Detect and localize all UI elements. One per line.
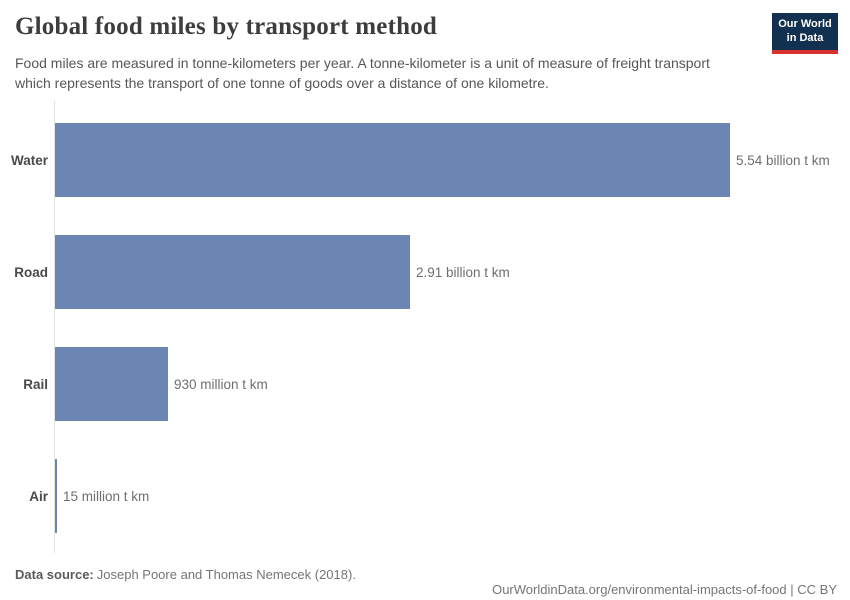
chart-footer: Data source: Joseph Poore and Thomas Neme… [15, 567, 837, 600]
owid-logo-text-line1: Our World [778, 18, 832, 30]
category-label-rail: Rail [23, 376, 48, 392]
bar-row-road: Road 2.91 billion t km [0, 235, 850, 309]
owid-logo-text-line2: in Data [786, 31, 824, 44]
category-label-road: Road [14, 264, 48, 280]
value-label-water: 5.54 billion t km [736, 152, 830, 168]
owid-url-link[interactable]: OurWorldinData.org/environmental-impacts… [492, 582, 787, 597]
bar-water[interactable] [55, 123, 730, 197]
chart-title: Global food miles by transport method [15, 13, 437, 40]
data-source-text: Joseph Poore and Thomas Nemecek (2018). [96, 567, 356, 582]
footer-separator: | [786, 582, 798, 597]
value-label-road: 2.91 billion t km [416, 264, 510, 280]
footer-attribution: OurWorldinData.org/environmental-impacts… [470, 567, 837, 600]
bar-air[interactable] [55, 459, 57, 533]
bar-road[interactable] [55, 235, 410, 309]
bar-row-air: Air 15 million t km [0, 459, 850, 533]
owid-logo[interactable]: Our World in Data [772, 13, 838, 54]
bar-rail[interactable] [55, 347, 168, 421]
bar-row-water: Water 5.54 billion t km [0, 123, 850, 197]
category-label-water: Water [10, 152, 48, 168]
category-label-air: Air [29, 488, 48, 504]
chart-subtitle: Food miles are measured in tonne-kilomet… [15, 55, 710, 91]
data-source-note: Data source: Joseph Poore and Thomas Neme… [15, 567, 356, 600]
value-label-rail: 930 million t km [174, 376, 268, 392]
data-source-label: Data source: [15, 567, 94, 582]
license-label: CC BY [797, 582, 837, 597]
bar-row-rail: Rail 930 million t km [0, 347, 850, 421]
y-axis-line [54, 101, 55, 553]
value-label-air: 15 million t km [63, 488, 150, 504]
